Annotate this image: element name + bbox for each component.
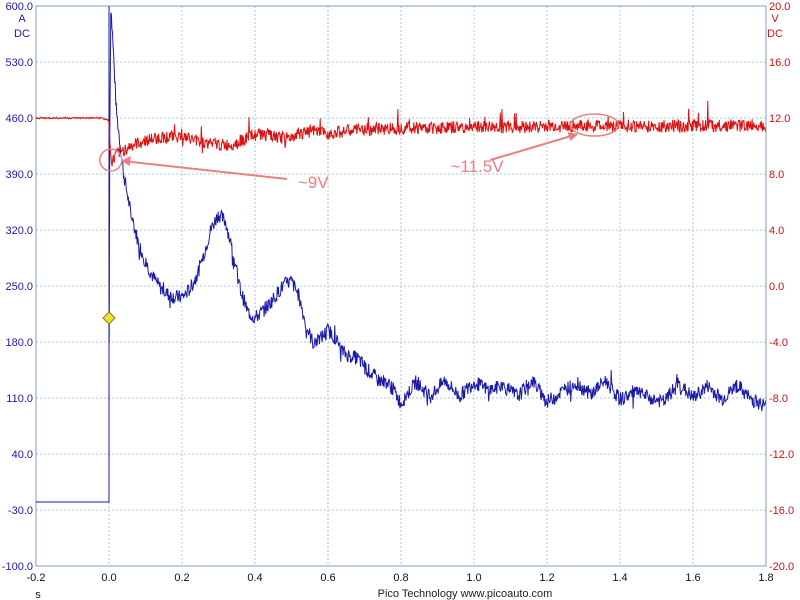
y-right-tick-label: 16.0 bbox=[769, 57, 790, 69]
y-left-tick-label: 180.0 bbox=[5, 337, 33, 349]
voltage-trace-line bbox=[35, 100, 767, 167]
y-left-tick-label: 530.0 bbox=[5, 57, 33, 69]
y-right-coupling: DC bbox=[767, 28, 783, 40]
annotation-arrow-9v bbox=[122, 160, 287, 180]
y-right-tick-label: 0.0 bbox=[769, 281, 784, 293]
y-left-tick-label: 460.0 bbox=[5, 113, 33, 125]
x-tick-label: 1.0 bbox=[466, 572, 481, 584]
plot-frame bbox=[35, 5, 767, 567]
x-tick-label: 1.8 bbox=[758, 572, 773, 584]
y-left-tick-label: 110.0 bbox=[6, 393, 33, 405]
current-trace bbox=[36, 5, 767, 503]
y-left-coupling: DC bbox=[14, 28, 30, 40]
voltage-trace bbox=[35, 100, 767, 167]
x-axis-unit: s bbox=[35, 589, 41, 600]
current-trace-line bbox=[36, 5, 767, 503]
y-right-tick-label: 4.0 bbox=[769, 225, 784, 237]
x-tick-label: 1.6 bbox=[685, 572, 700, 584]
y-right-tick-label: -8.0 bbox=[769, 393, 788, 405]
y-right-tick-label: -12.0 bbox=[769, 449, 794, 461]
x-tick-label: 1.2 bbox=[539, 572, 554, 584]
annotation-label-9v: ~9V bbox=[298, 173, 329, 192]
annotation-ellipse-11-5v bbox=[569, 113, 620, 137]
x-tick-label: 0.0 bbox=[101, 572, 116, 584]
y-left-tick-label: 250.0 bbox=[5, 281, 33, 293]
annotation-arrowhead-9v bbox=[120, 156, 131, 166]
x-tick-label: 0.8 bbox=[393, 572, 408, 584]
y-left-tick-label: 600.0 bbox=[5, 1, 33, 13]
y-right-tick-label: -4.0 bbox=[769, 337, 788, 349]
y-left-unit: A bbox=[18, 13, 26, 25]
y-right-tick-label: -20.0 bbox=[769, 561, 794, 573]
annotations: ~9V ~11.5V bbox=[99, 113, 620, 325]
x-tick-label: -0.2 bbox=[27, 572, 46, 584]
annotation-arrowhead-11-5v bbox=[567, 132, 579, 141]
grid bbox=[35, 5, 767, 567]
y-left-tick-label: 390.0 bbox=[5, 169, 33, 181]
x-tick-label: 0.4 bbox=[247, 572, 262, 584]
y-left-tick-label: -30.0 bbox=[8, 505, 33, 517]
x-tick-label: 0.2 bbox=[174, 572, 189, 584]
y-left-tick-label: 40.0 bbox=[12, 449, 33, 461]
y-left-tick-label: -100.0 bbox=[2, 561, 33, 573]
x-tick-label: 0.6 bbox=[320, 572, 335, 584]
annotation-circle-9v bbox=[99, 148, 123, 172]
y-left-tick-label: 320.0 bbox=[5, 225, 33, 237]
y-right-tick-label: -16.0 bbox=[769, 505, 794, 517]
annotation-label-11-5v: ~11.5V bbox=[450, 157, 504, 176]
footer-text: Pico Technology www.picoauto.com bbox=[378, 588, 553, 600]
annotation-arrow-11-5v bbox=[490, 134, 575, 161]
x-tick-label: 1.4 bbox=[612, 572, 627, 584]
trigger-marker bbox=[102, 311, 116, 325]
y-right-tick-label: 8.0 bbox=[769, 169, 784, 181]
y-right-tick-label: 12.0 bbox=[769, 113, 790, 125]
y-right-unit: V bbox=[771, 13, 779, 25]
y-right-tick-label: 20.0 bbox=[769, 1, 790, 13]
